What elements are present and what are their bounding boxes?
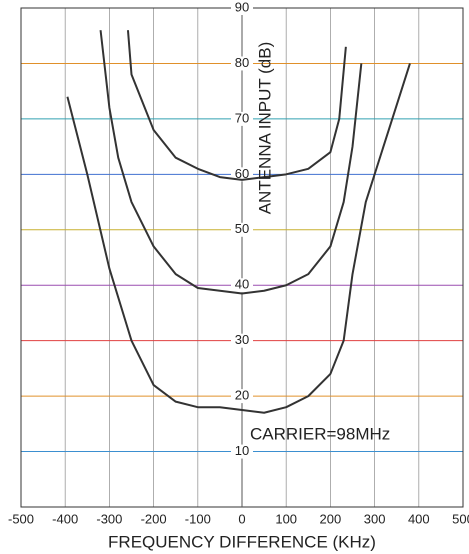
x-tick-label: 500 xyxy=(452,511,469,526)
x-axis-title: FREQUENCY DIFFERENCE (KHz) xyxy=(108,532,376,551)
x-tick-label: -100 xyxy=(185,511,211,526)
y-axis-title: ANTENNA INPUT (dB) xyxy=(255,42,274,215)
curve xyxy=(126,30,347,181)
tick-label-bg xyxy=(231,1,253,15)
x-tick-label: -500 xyxy=(8,511,34,526)
annotation: CARRIER=98MHz xyxy=(250,424,390,443)
x-tick-label: 0 xyxy=(238,511,245,526)
y-tick-label: 70 xyxy=(235,110,249,125)
tick-label-bg xyxy=(231,333,253,348)
y-tick-label: 60 xyxy=(235,166,249,181)
x-tick-label: 200 xyxy=(320,511,342,526)
tick-label-bg xyxy=(231,444,253,459)
tick-label-bg xyxy=(231,222,253,237)
y-tick-label: 10 xyxy=(235,443,249,458)
curve xyxy=(99,30,363,295)
y-tick-label: 50 xyxy=(235,221,249,236)
x-tick-label: 300 xyxy=(364,511,386,526)
tick-label-bg xyxy=(231,278,253,293)
tick-label-bg xyxy=(231,56,253,71)
y-tick-label: 30 xyxy=(235,332,249,347)
x-tick-label: -200 xyxy=(141,511,167,526)
x-tick-label: 100 xyxy=(275,511,297,526)
tick-label-bg xyxy=(231,167,253,182)
y-tick-label: 80 xyxy=(235,55,249,70)
x-tick-label: -400 xyxy=(52,511,78,526)
tick-label-bg xyxy=(231,111,253,126)
y-tick-label: 90 xyxy=(235,0,249,14)
x-tick-label: -300 xyxy=(96,511,122,526)
y-tick-label: 20 xyxy=(235,388,249,403)
y-tick-label: 40 xyxy=(235,277,249,292)
tick-label-bg xyxy=(231,389,253,404)
x-tick-label: 400 xyxy=(408,511,430,526)
curve xyxy=(66,63,411,414)
